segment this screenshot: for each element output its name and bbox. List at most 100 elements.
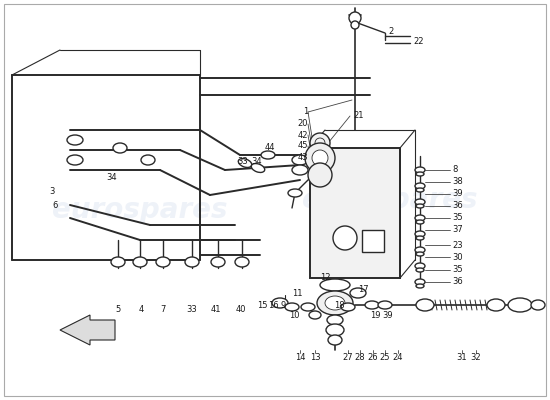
Text: 41: 41 bbox=[211, 306, 221, 314]
Text: 37: 37 bbox=[452, 226, 463, 234]
Ellipse shape bbox=[288, 189, 302, 197]
Ellipse shape bbox=[416, 204, 424, 208]
Text: 19: 19 bbox=[370, 312, 381, 320]
Text: 43: 43 bbox=[298, 152, 308, 162]
Ellipse shape bbox=[301, 303, 315, 311]
Ellipse shape bbox=[285, 303, 299, 311]
Text: 31: 31 bbox=[456, 354, 468, 362]
Circle shape bbox=[312, 150, 328, 166]
Text: 25: 25 bbox=[379, 354, 390, 362]
Ellipse shape bbox=[415, 263, 425, 269]
Text: 24: 24 bbox=[393, 354, 403, 362]
Text: 8: 8 bbox=[452, 166, 458, 174]
Text: 14: 14 bbox=[295, 354, 305, 362]
Ellipse shape bbox=[416, 299, 434, 311]
Text: 11: 11 bbox=[293, 288, 303, 298]
Ellipse shape bbox=[261, 151, 275, 159]
Ellipse shape bbox=[328, 335, 342, 345]
Text: 36: 36 bbox=[452, 202, 463, 210]
Text: 36: 36 bbox=[452, 278, 463, 286]
Circle shape bbox=[310, 133, 330, 153]
Ellipse shape bbox=[416, 236, 424, 240]
Ellipse shape bbox=[416, 188, 424, 192]
Text: 39: 39 bbox=[452, 190, 463, 198]
Text: 3: 3 bbox=[50, 188, 54, 196]
Text: 42: 42 bbox=[298, 130, 308, 140]
Text: 34: 34 bbox=[107, 174, 117, 182]
Ellipse shape bbox=[378, 301, 392, 309]
Ellipse shape bbox=[415, 183, 425, 189]
Ellipse shape bbox=[326, 324, 344, 336]
Ellipse shape bbox=[292, 165, 308, 175]
Text: 35: 35 bbox=[452, 266, 463, 274]
Ellipse shape bbox=[141, 155, 155, 165]
Text: 33: 33 bbox=[238, 158, 249, 166]
Ellipse shape bbox=[235, 257, 249, 267]
Ellipse shape bbox=[309, 311, 321, 319]
Ellipse shape bbox=[133, 257, 147, 267]
Circle shape bbox=[333, 226, 357, 250]
Ellipse shape bbox=[238, 158, 252, 168]
Ellipse shape bbox=[111, 257, 125, 267]
Text: 22: 22 bbox=[413, 38, 424, 46]
Ellipse shape bbox=[251, 164, 265, 172]
Text: 1: 1 bbox=[302, 108, 308, 116]
Text: 32: 32 bbox=[471, 354, 481, 362]
Ellipse shape bbox=[156, 257, 170, 267]
Text: 45: 45 bbox=[298, 142, 308, 150]
Text: eurospares: eurospares bbox=[302, 186, 478, 214]
Ellipse shape bbox=[350, 288, 366, 298]
Text: 40: 40 bbox=[236, 306, 246, 314]
Text: 30: 30 bbox=[452, 252, 463, 262]
Text: 35: 35 bbox=[452, 214, 463, 222]
Circle shape bbox=[351, 21, 359, 29]
Ellipse shape bbox=[415, 215, 425, 221]
Text: 33: 33 bbox=[186, 306, 197, 314]
Text: 4: 4 bbox=[139, 306, 144, 314]
Polygon shape bbox=[60, 315, 115, 345]
Text: 38: 38 bbox=[452, 178, 463, 186]
Text: 18: 18 bbox=[334, 300, 345, 310]
Text: 12: 12 bbox=[320, 274, 331, 282]
Ellipse shape bbox=[341, 303, 355, 311]
Ellipse shape bbox=[416, 252, 424, 256]
Circle shape bbox=[305, 143, 335, 173]
Ellipse shape bbox=[416, 284, 424, 288]
Ellipse shape bbox=[508, 298, 532, 312]
Ellipse shape bbox=[349, 12, 361, 24]
Text: 13: 13 bbox=[310, 354, 320, 362]
Text: 16: 16 bbox=[268, 302, 279, 310]
Ellipse shape bbox=[325, 296, 345, 310]
Ellipse shape bbox=[327, 315, 343, 325]
Text: 28: 28 bbox=[355, 354, 365, 362]
Text: 21: 21 bbox=[353, 112, 364, 120]
Circle shape bbox=[308, 163, 332, 187]
Bar bbox=[310, 148, 400, 278]
Text: 20: 20 bbox=[298, 120, 308, 128]
Text: 5: 5 bbox=[116, 306, 120, 314]
Text: 26: 26 bbox=[368, 354, 378, 362]
Text: eurospares: eurospares bbox=[52, 196, 228, 224]
Ellipse shape bbox=[416, 172, 424, 176]
Ellipse shape bbox=[67, 155, 83, 165]
Ellipse shape bbox=[317, 291, 353, 315]
Ellipse shape bbox=[531, 300, 545, 310]
Ellipse shape bbox=[415, 167, 425, 173]
Ellipse shape bbox=[292, 155, 308, 165]
Ellipse shape bbox=[211, 257, 225, 267]
Ellipse shape bbox=[320, 279, 350, 291]
Text: 39: 39 bbox=[382, 312, 393, 320]
Text: 23: 23 bbox=[452, 240, 463, 250]
Ellipse shape bbox=[416, 268, 424, 272]
Ellipse shape bbox=[415, 279, 425, 285]
Text: 9: 9 bbox=[280, 302, 286, 310]
Ellipse shape bbox=[416, 220, 424, 224]
Text: 6: 6 bbox=[52, 202, 58, 210]
Ellipse shape bbox=[415, 199, 425, 205]
Bar bbox=[362, 230, 384, 252]
Text: 44: 44 bbox=[265, 144, 275, 152]
Ellipse shape bbox=[415, 231, 425, 237]
Ellipse shape bbox=[113, 143, 127, 153]
Ellipse shape bbox=[487, 299, 505, 311]
Text: 7: 7 bbox=[160, 306, 166, 314]
